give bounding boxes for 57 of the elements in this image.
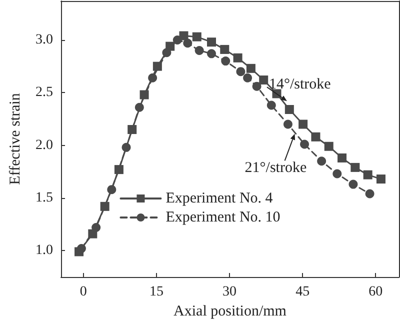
y-tick-label: 2.5 (36, 85, 53, 100)
point (152, 62, 162, 71)
point (233, 53, 242, 62)
point (100, 202, 110, 211)
y-tick-label: 2.0 (36, 138, 53, 153)
annotation: 14°/stroke (268, 76, 332, 93)
point (348, 180, 358, 189)
point (207, 49, 216, 58)
point (114, 165, 124, 174)
x-tick-label: 15 (149, 284, 164, 300)
point (350, 162, 360, 172)
point (324, 142, 334, 151)
point (134, 102, 144, 112)
point (162, 48, 172, 58)
point (266, 100, 276, 110)
point (376, 174, 386, 184)
x-axis-title: Axial position/mm (174, 303, 287, 320)
point (363, 170, 372, 180)
point (246, 64, 256, 73)
point (192, 32, 202, 42)
point (122, 142, 131, 152)
annotation: 21°/stroke (244, 160, 307, 176)
point (140, 90, 149, 100)
point (311, 132, 320, 142)
point (259, 76, 268, 85)
y-axis-title: Effective strain (8, 92, 24, 185)
point (107, 185, 116, 194)
point (317, 156, 326, 166)
x-tick-label: 60 (368, 284, 383, 300)
point (206, 38, 216, 47)
y-tick-label: 1.5 (36, 190, 53, 206)
point (128, 125, 137, 134)
y-tick-label: 1.0 (36, 243, 53, 258)
point (194, 46, 204, 56)
point (220, 44, 230, 54)
point (252, 82, 262, 91)
legend-label: Experiment No. 10 (166, 210, 280, 226)
point (283, 120, 292, 129)
y-tick-label: 3.0 (36, 32, 53, 48)
x-tick-label: 45 (296, 284, 310, 300)
point (243, 73, 252, 82)
point (338, 153, 347, 162)
point (300, 140, 310, 149)
point (332, 169, 342, 178)
x-tick-label: 30 (222, 284, 237, 300)
legend-label: Experiment No. 4 (166, 190, 274, 206)
point (172, 35, 182, 44)
point (365, 189, 374, 198)
point (298, 120, 308, 129)
x-tick-label: 0 (80, 284, 87, 300)
point (76, 244, 86, 254)
point (221, 56, 230, 66)
point (92, 222, 101, 232)
point (284, 105, 294, 114)
point (236, 67, 246, 76)
point (148, 73, 158, 82)
point (183, 38, 192, 48)
